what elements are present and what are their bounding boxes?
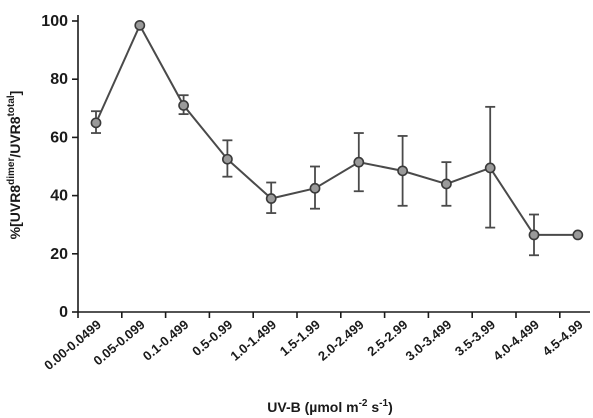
data-point <box>178 99 189 111</box>
y-axis-title: %[UVR8dimer/UVR8total] <box>6 91 23 240</box>
x-axis-title-mid: s <box>367 399 379 415</box>
y-axis-title-sup1: dimer <box>6 158 17 185</box>
y-axis-title-c: ] <box>7 91 23 96</box>
x-tick-label: 1.0-1.499 <box>227 317 279 364</box>
x-axis-title-end: ) <box>388 399 393 415</box>
data-point <box>397 165 408 177</box>
x-tick-labels: 0.00-0.04990.05-0.0990.1-0.4990.5-0.991.… <box>41 317 586 373</box>
data-point <box>440 178 452 190</box>
data-point <box>572 229 584 241</box>
y-tick-label: 0 <box>59 304 68 321</box>
data-point <box>528 229 540 241</box>
x-tick-label: 3.0-3.499 <box>403 317 455 364</box>
x-tick-label: 0.1-0.499 <box>140 317 192 364</box>
y-tick-label: 40 <box>50 188 68 205</box>
x-axis-title-sup2: -1 <box>379 398 388 409</box>
data-point <box>353 156 365 168</box>
y-axis-title-b: /UVR8 <box>7 116 23 157</box>
data-point <box>484 162 496 174</box>
y-tick-labels: 0 20 40 60 80 100 <box>41 13 68 321</box>
data-point <box>90 117 102 129</box>
data-series <box>90 19 584 241</box>
y-tick-label: 100 <box>41 13 68 30</box>
y-axis-title-a: %[UVR8 <box>7 185 23 240</box>
x-tick-label: 4.0-4.499 <box>490 317 542 364</box>
y-tick-label: 20 <box>50 246 68 263</box>
data-point <box>265 193 277 204</box>
y-tick-label: 80 <box>50 71 68 88</box>
x-axis-title: UV-B (µmol m-2 s-1) <box>267 398 392 415</box>
x-axis-title-main: UV-B (µmol m <box>267 399 358 415</box>
x-tick-label: 2.0-2.499 <box>315 317 367 364</box>
data-point <box>221 153 233 165</box>
x-axis-title-sup1: -2 <box>359 398 368 409</box>
y-axis-title-sup2: total <box>6 95 17 116</box>
axes <box>72 15 590 318</box>
y-tick-label: 60 <box>50 129 68 146</box>
x-tick-label: 0.00-0.0499 <box>41 317 104 373</box>
data-point <box>134 19 146 31</box>
x-tick-label: 4.5-4.99 <box>540 317 586 359</box>
series-line <box>95 23 578 236</box>
data-point <box>309 182 321 194</box>
